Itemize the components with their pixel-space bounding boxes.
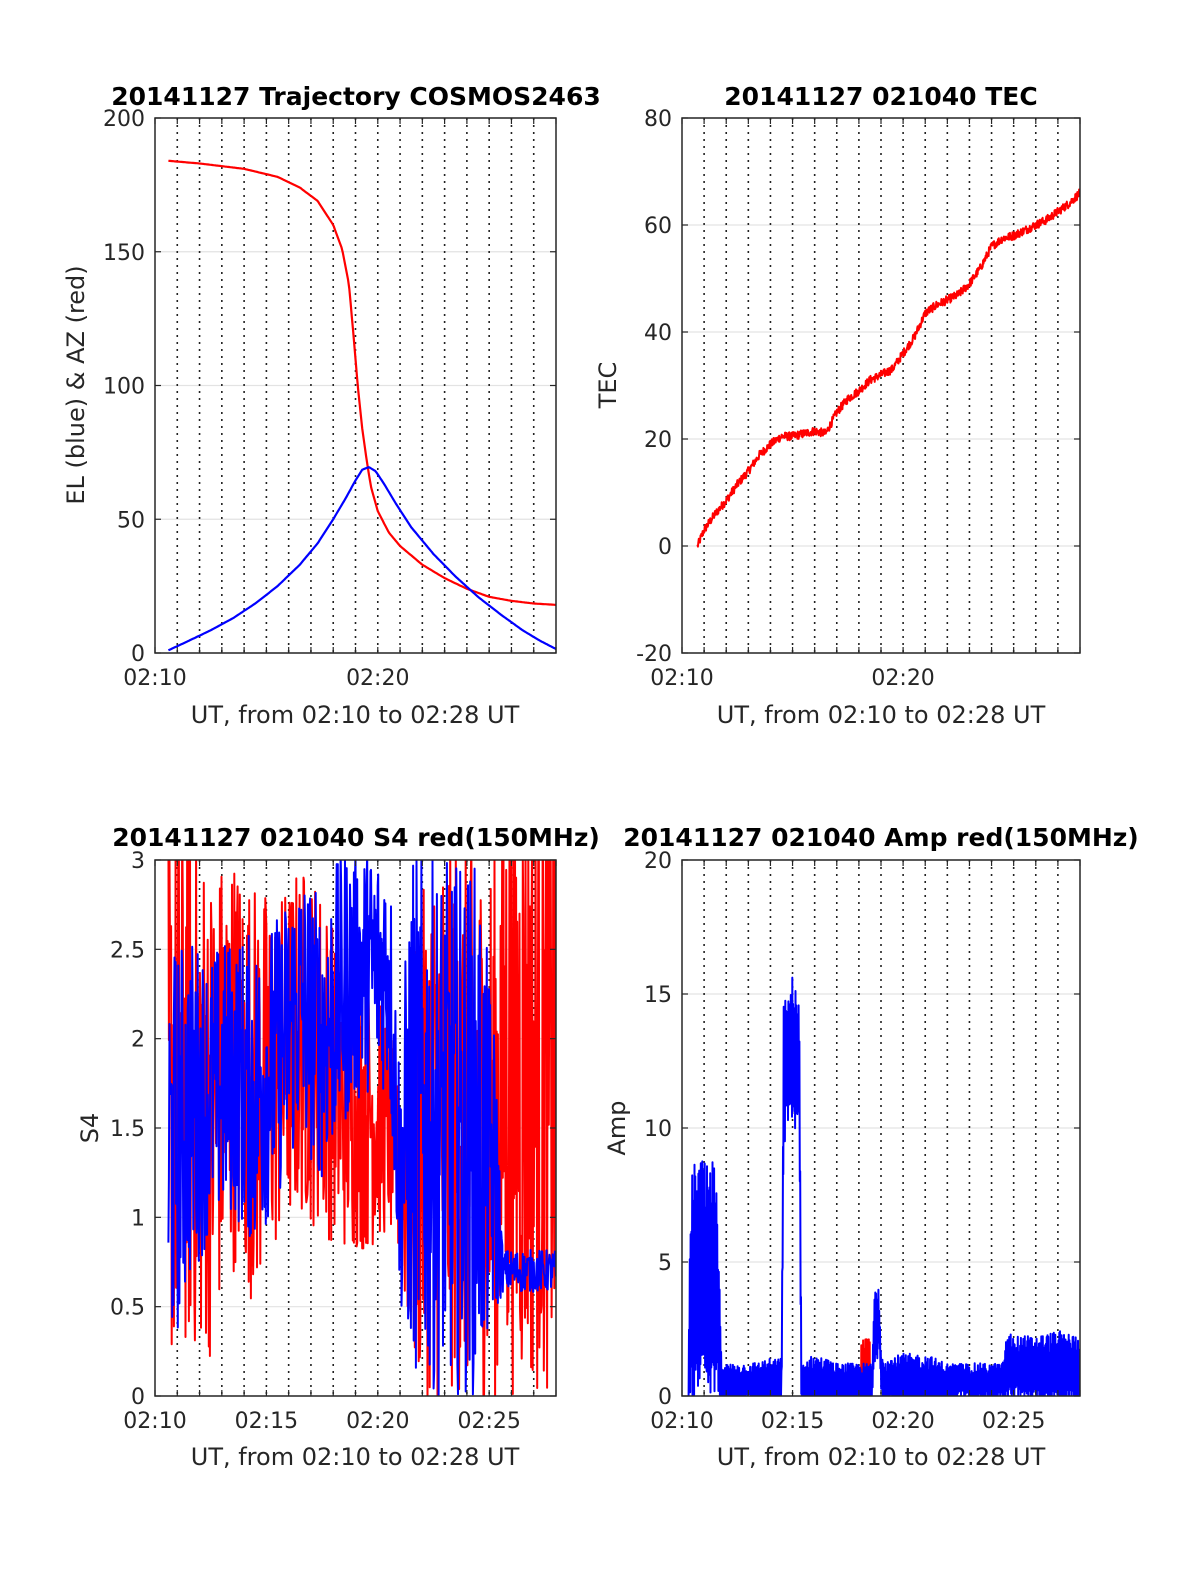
tec-ytick-label: 60 xyxy=(644,214,672,239)
s4-xlabel: UT, from 02:10 to 02:28 UT xyxy=(191,1443,520,1471)
s4-xtick-label: 02:25 xyxy=(457,1409,520,1434)
trajectory-series-1 xyxy=(167,466,556,652)
s4-series-1 xyxy=(167,860,556,1396)
tec-ytick-label: 0 xyxy=(658,535,672,560)
tec-ytick-label: 20 xyxy=(644,428,672,453)
tec-xlabel: UT, from 02:10 to 02:28 UT xyxy=(717,701,1046,729)
s4-ytick-label: 1 xyxy=(131,1206,145,1231)
amp-xtick-label: 02:20 xyxy=(871,1409,934,1434)
s4-xtick-label: 02:20 xyxy=(346,1409,409,1434)
s4-ytick-label: 2 xyxy=(131,1028,145,1053)
trajectory-ytick-label: 0 xyxy=(131,642,145,667)
amp-xlabel: UT, from 02:10 to 02:28 UT xyxy=(717,1443,1046,1471)
s4-xtick-label: 02:10 xyxy=(123,1409,186,1434)
s4-title: 20141127 021040 S4 red(150MHz) xyxy=(112,823,600,852)
tec-xtick-label: 02:20 xyxy=(871,666,934,691)
trajectory-ytick-label: 150 xyxy=(103,241,145,266)
amp-title: 20141127 021040 Amp red(150MHz) xyxy=(623,823,1139,852)
tec-title: 20141127 021040 TEC xyxy=(724,82,1037,111)
trajectory-ylabel: EL (blue) & AZ (red) xyxy=(62,265,90,504)
tec-panel: 20141127 021040 TEC UT, from 02:10 to 02… xyxy=(594,82,1081,729)
s4-ytick-label: 3 xyxy=(131,849,145,874)
amp-ytick-label: 15 xyxy=(644,983,672,1008)
tec-xtick-label: 02:10 xyxy=(650,666,713,691)
s4-ytick-label: 0 xyxy=(131,1385,145,1410)
amp-xtick-label: 02:25 xyxy=(982,1409,1045,1434)
trajectory-xtick-label: 02:20 xyxy=(346,666,409,691)
amp-panel: 20141127 021040 Amp red(150MHz) UT, from… xyxy=(603,823,1139,1471)
s4-ytick-label: 0.5 xyxy=(110,1296,145,1321)
amp-xtick-label: 02:10 xyxy=(650,1409,713,1434)
tec-series-0 xyxy=(696,188,1080,548)
trajectory-series-0 xyxy=(168,159,556,606)
s4-ytick-label: 1.5 xyxy=(110,1117,145,1142)
amp-ylabel: Amp xyxy=(603,1100,631,1155)
s4-ylabel: S4 xyxy=(76,1113,104,1144)
s4-xtick-label: 02:15 xyxy=(235,1409,298,1434)
trajectory-title: 20141127 Trajectory COSMOS2463 xyxy=(111,82,601,111)
amp-ytick-label: 5 xyxy=(658,1251,672,1276)
trajectory-ytick-label: 100 xyxy=(103,375,145,400)
amp-ytick-label: 0 xyxy=(658,1385,672,1410)
s4-panel: 20141127 021040 S4 red(150MHz) UT, from … xyxy=(76,823,600,1471)
amp-xtick-label: 02:15 xyxy=(761,1409,824,1434)
tec-ylabel: TEC xyxy=(594,362,622,410)
s4-ytick-label: 2.5 xyxy=(110,938,145,963)
tec-ytick-label: 80 xyxy=(644,107,672,132)
trajectory-xtick-label: 02:10 xyxy=(123,666,186,691)
amp-ytick-label: 20 xyxy=(644,849,672,874)
tec-ytick-label: -20 xyxy=(636,642,672,667)
trajectory-ytick-label: 50 xyxy=(117,508,145,533)
trajectory-xlabel: UT, from 02:10 to 02:28 UT xyxy=(191,701,520,729)
amp-series-1 xyxy=(687,976,1080,1396)
tec-ytick-label: 40 xyxy=(644,321,672,346)
trajectory-ytick-label: 200 xyxy=(103,107,145,132)
trajectory-panel: 20141127 Trajectory COSMOS2463 UT, from … xyxy=(62,82,601,729)
amp-ytick-label: 10 xyxy=(644,1117,672,1142)
